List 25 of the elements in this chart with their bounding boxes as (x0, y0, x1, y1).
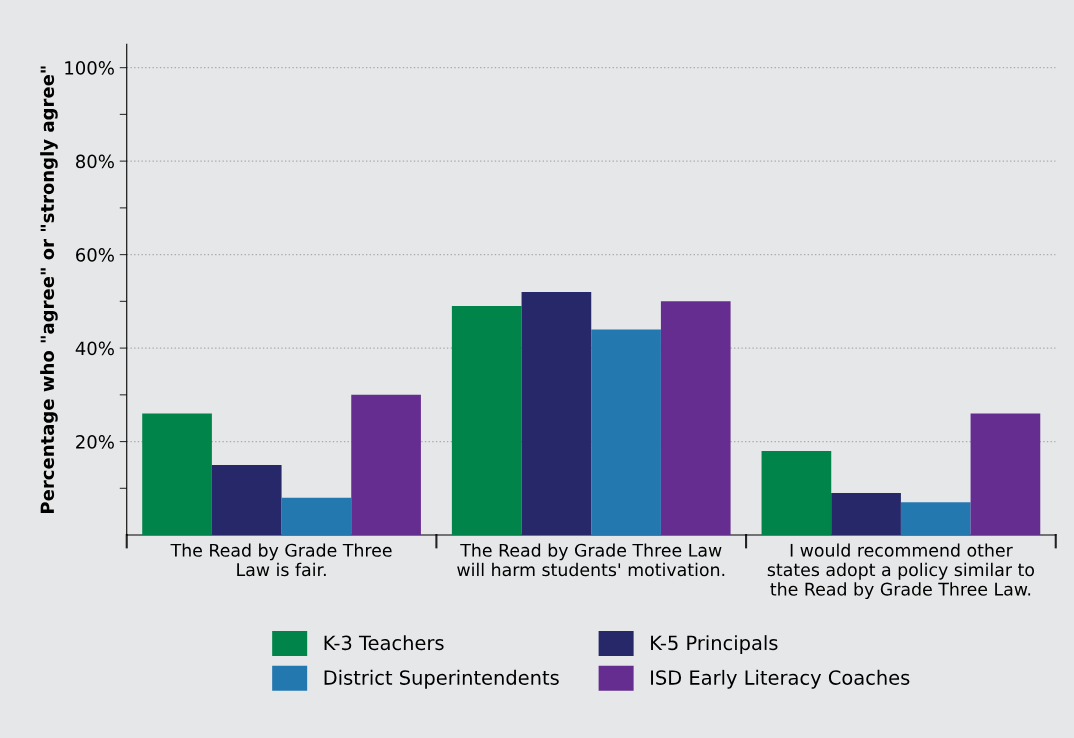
y-tick-label: 100% (65, 61, 114, 75)
bar (970, 413, 1041, 536)
bar (660, 301, 731, 536)
x-tick-label: The Read by Grade Three Law is fair. (170, 543, 392, 577)
x-tick-label: The Read by Grade Three Law will harm students' motivation. (457, 543, 725, 577)
y-tick-label: 40% (75, 341, 114, 356)
bar (761, 450, 832, 536)
bar (521, 292, 592, 536)
legend-label: ISD Early Literacy Coaches (651, 669, 910, 689)
bar (900, 502, 971, 536)
bar (211, 464, 282, 536)
y-tick-label: 60% (76, 248, 114, 262)
legend-label: K-5 Principals (651, 635, 778, 654)
bar (281, 497, 352, 536)
x-tick-label: I would recommend other states adopt a policy similar to the Read by Grade Three Law. (767, 543, 1035, 600)
bar (142, 413, 212, 536)
bar (831, 492, 901, 536)
bar (451, 306, 522, 536)
y-tick-label: 20% (76, 435, 114, 449)
y-tick-label: 80% (76, 154, 114, 169)
bar (591, 329, 661, 536)
y-axis-title: Percentage who "agree" or "strongly agree" (40, 66, 58, 513)
bar (351, 394, 421, 536)
legend-label: K-3 Teachers (324, 635, 444, 651)
legend-label: District Superintendents (324, 669, 559, 689)
